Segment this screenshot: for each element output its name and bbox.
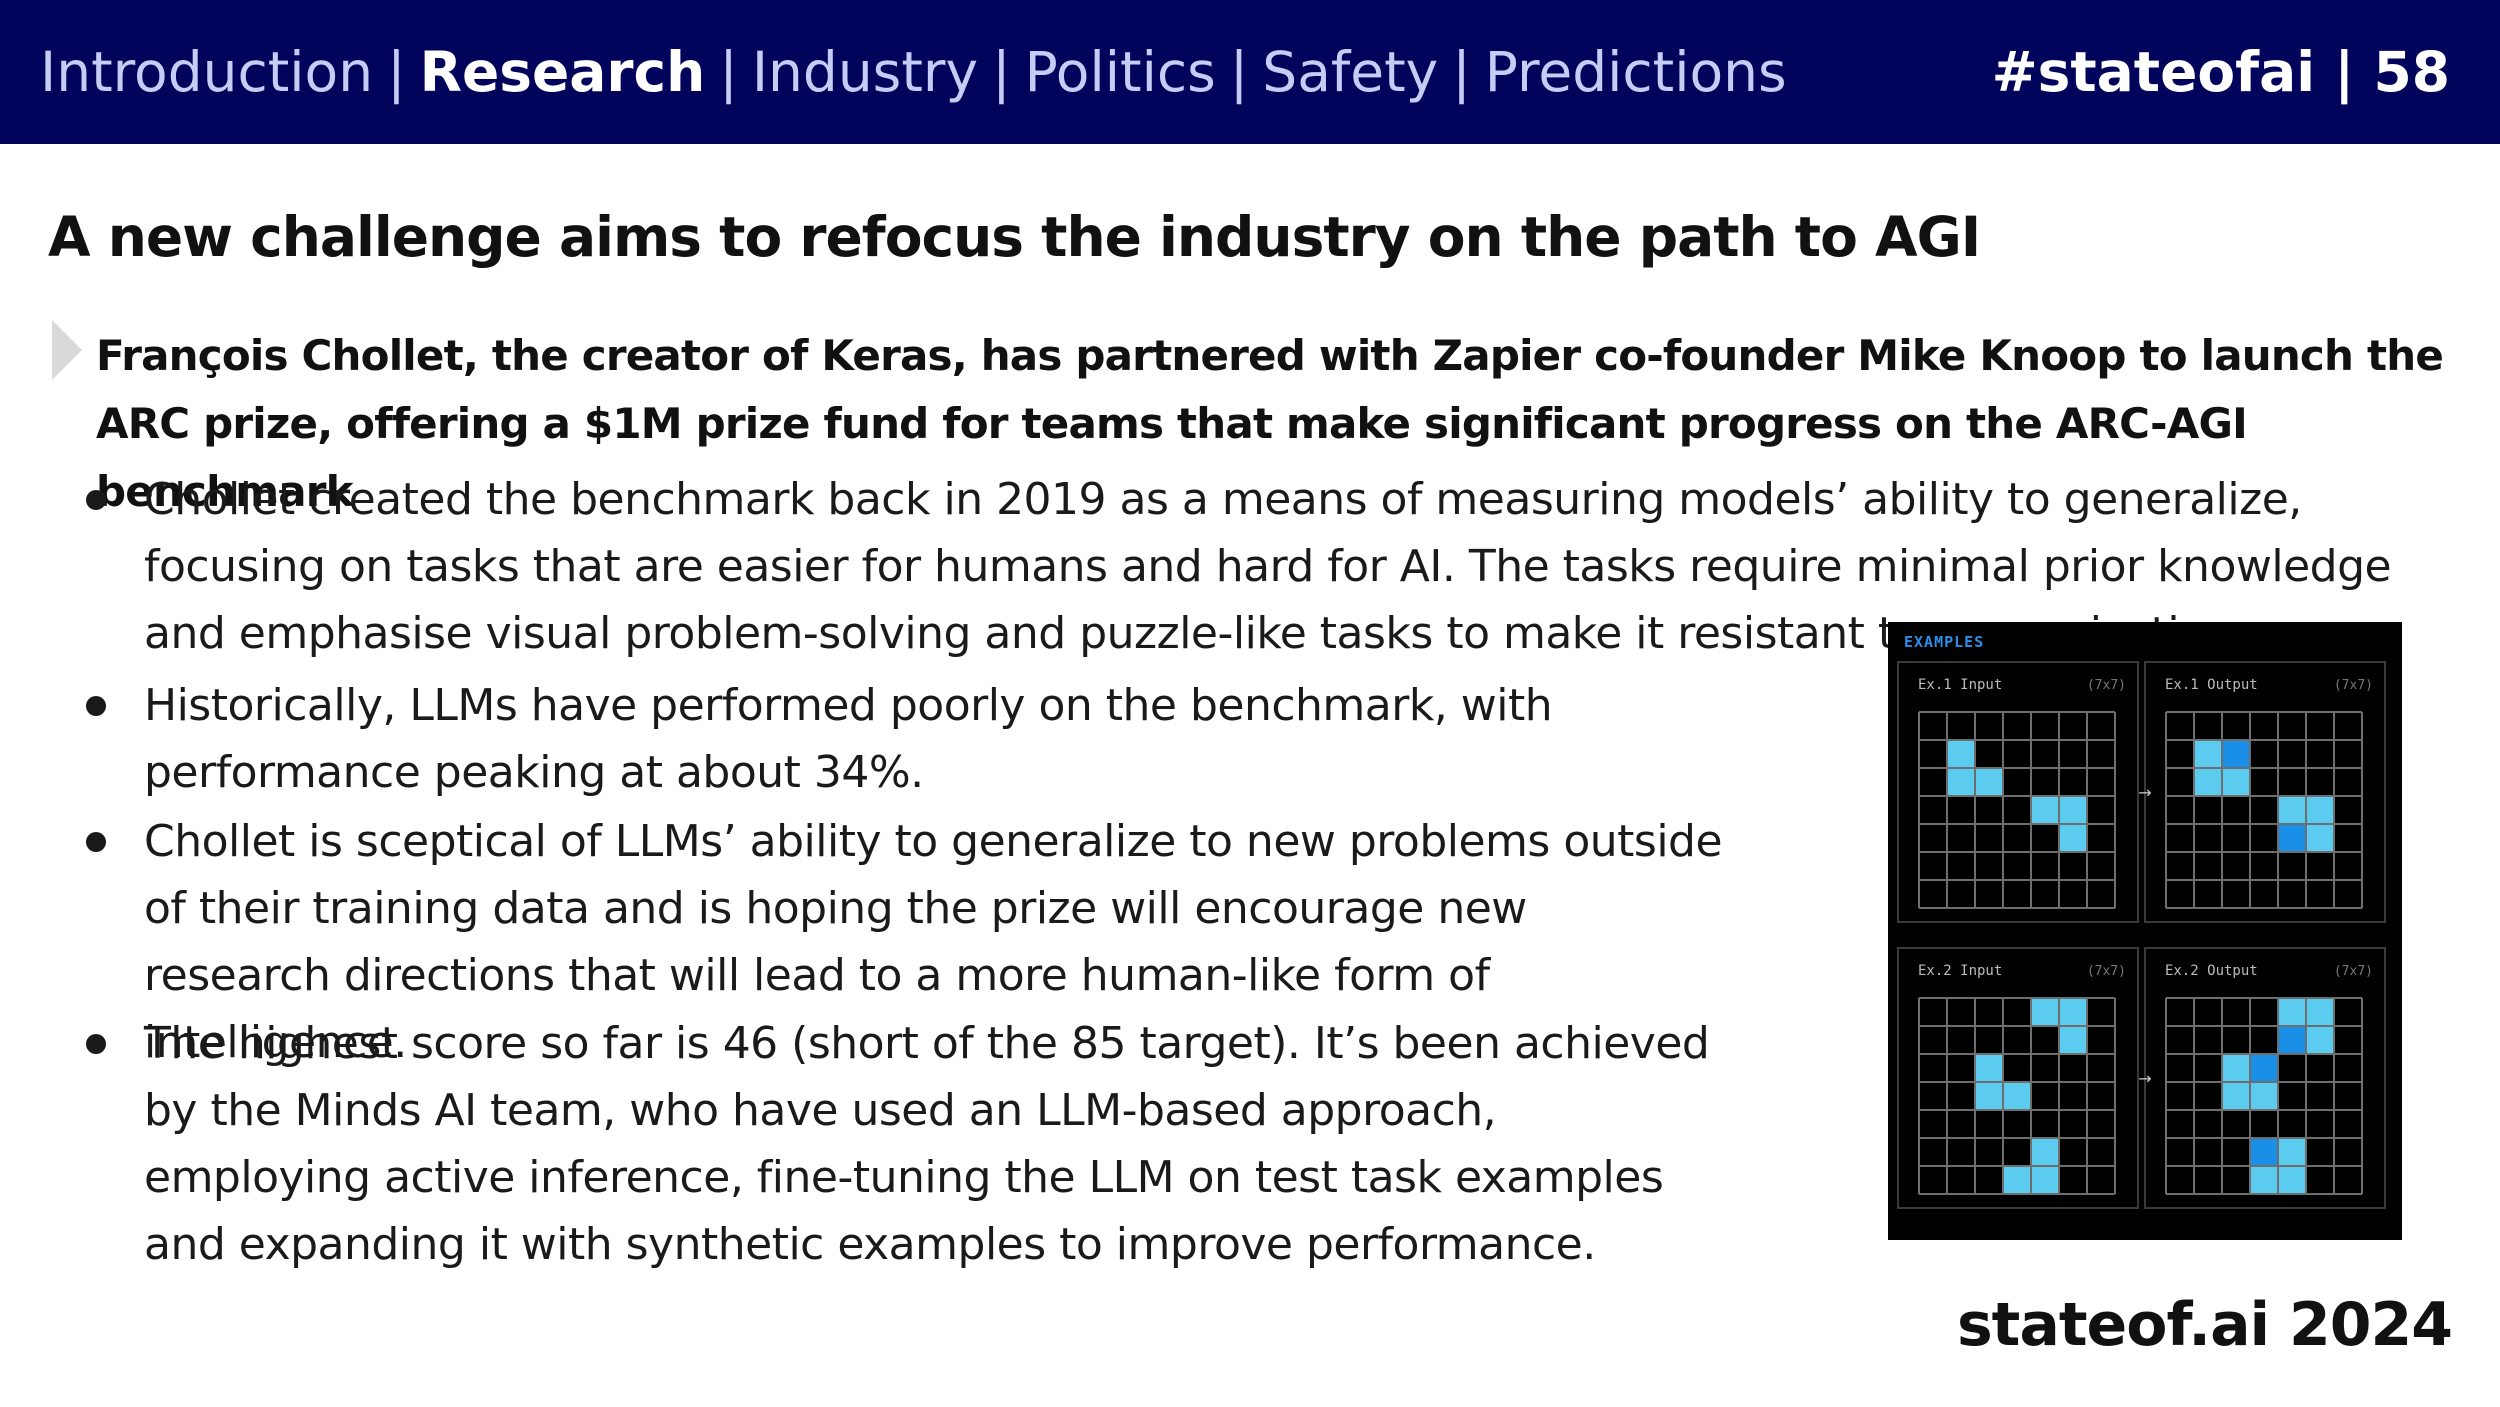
bullet-dot-icon: [86, 696, 106, 716]
grid-cell-filled: [2278, 1026, 2306, 1054]
grid-cell-filled: [1975, 768, 2003, 796]
arc-examples-figure: EXAMPLES Ex.1 Input (7x7) Ex.1 Output (7x7)…: [1888, 622, 2402, 1240]
bullet-text: Chollet is sceptical of LLMs’ ability to…: [144, 816, 1723, 1068]
grid-cell-filled: [1975, 1082, 2003, 1110]
nav-separator: |: [992, 40, 1011, 104]
grid-cell-filled: [2278, 1138, 2306, 1166]
grid-cell-filled: [2031, 796, 2059, 824]
lead-arrow-icon: [52, 320, 82, 380]
grid-cell-filled: [2031, 1138, 2059, 1166]
nav-item-introduction[interactable]: Introduction: [40, 40, 374, 104]
bullet-item: The highest score so far is 46 (short of…: [86, 1010, 1724, 1278]
grid-cell-filled: [2194, 768, 2222, 796]
slide-tag: #stateofai | 58: [1991, 40, 2450, 104]
grid-cell-filled: [1947, 768, 1975, 796]
grid-cell-filled: [2278, 1166, 2306, 1194]
slide-title: A new challenge aims to refocus the indu…: [48, 205, 1981, 269]
example-panel: [1897, 947, 2139, 1209]
grid-cell-filled: [2222, 1054, 2250, 1082]
figure-heading: EXAMPLES: [1904, 633, 1984, 651]
footer-brand: stateof.ai 2024: [1956, 1290, 2453, 1360]
grid-cell-filled: [2194, 740, 2222, 768]
bullet-text: The highest score so far is 46 (short of…: [144, 1018, 1710, 1270]
nav-item-research[interactable]: Research: [419, 40, 706, 104]
bullet-dot-icon: [86, 490, 106, 510]
input-size-label: (7x7): [2087, 964, 2126, 979]
output-size-label: (7x7): [2334, 964, 2373, 979]
bullet-item: Historically, LLMs have performed poorly…: [86, 672, 1724, 806]
grid-cell-filled: [2031, 1166, 2059, 1194]
example-panel: [1897, 661, 2139, 923]
input-label: Ex.2 Input: [1918, 963, 2002, 979]
grid-cell-filled: [2222, 740, 2250, 768]
nav-separator: |: [1452, 40, 1471, 104]
grid-cell-filled: [2250, 1082, 2278, 1110]
output-label: Ex.2 Output: [2165, 963, 2258, 979]
grid-cell-filled: [2222, 768, 2250, 796]
grid-cell-filled: [2278, 998, 2306, 1026]
transform-arrow-icon: →: [2138, 783, 2151, 802]
grid-cell-filled: [2278, 796, 2306, 824]
nav-separator: |: [387, 40, 406, 104]
grid-cell-filled: [1975, 1054, 2003, 1082]
output-size-label: (7x7): [2334, 678, 2373, 693]
nav-item-industry[interactable]: Industry: [751, 40, 979, 104]
nav-separator: |: [1229, 40, 1249, 104]
arc-examples-svg: EXAMPLES Ex.1 Input (7x7) Ex.1 Output (7x7)…: [1897, 633, 2386, 1209]
grid-cell-filled: [2222, 1082, 2250, 1110]
nav-item-predictions[interactable]: Predictions: [1484, 40, 1787, 104]
header-bar: Introduction | Research | Industry | Pol…: [0, 0, 2500, 144]
example-panel: [2144, 947, 2386, 1209]
section-nav: Introduction | Research | Industry | Pol…: [40, 0, 1787, 144]
nav-item-safety[interactable]: Safety: [1262, 40, 1439, 104]
grid-cell-filled: [2250, 1054, 2278, 1082]
bullet-text: Chollet created the benchmark back in 20…: [144, 474, 2392, 659]
grid-cell-filled: [2031, 998, 2059, 1026]
grid-cell-filled: [1947, 740, 1975, 768]
nav-item-politics[interactable]: Politics: [1024, 40, 1216, 104]
grid-cell-filled: [2306, 998, 2334, 1026]
example-panel: [2144, 661, 2386, 923]
grid-cell-filled: [2306, 824, 2334, 852]
bullet-dot-icon: [86, 1034, 106, 1054]
nav-separator: |: [719, 40, 738, 104]
grid-cell-filled: [2059, 796, 2087, 824]
input-size-label: (7x7): [2087, 678, 2126, 693]
grid-cell-filled: [2059, 824, 2087, 852]
grid-cell-filled: [2059, 998, 2087, 1026]
grid-cell-filled: [2059, 1026, 2087, 1054]
grid-cell-filled: [2250, 1166, 2278, 1194]
grid-cell-filled: [2306, 1026, 2334, 1054]
bullet-dot-icon: [86, 832, 106, 852]
transform-arrow-icon: →: [2138, 1069, 2151, 1088]
lead-paragraph: François Chollet, the creator of Keras, …: [96, 331, 2444, 516]
bullet-item: Chollet created the benchmark back in 20…: [86, 466, 2474, 667]
bullet-item: Chollet is sceptical of LLMs’ ability to…: [86, 808, 1724, 1076]
grid-cell-filled: [2003, 1166, 2031, 1194]
bullet-text: Historically, LLMs have performed poorly…: [144, 680, 1553, 798]
grid-cell-filled: [2003, 1082, 2031, 1110]
output-label: Ex.1 Output: [2165, 677, 2258, 693]
grid-cell-filled: [2306, 796, 2334, 824]
input-label: Ex.1 Input: [1918, 677, 2002, 693]
grid-cell-filled: [2278, 824, 2306, 852]
grid-cell-filled: [2250, 1138, 2278, 1166]
